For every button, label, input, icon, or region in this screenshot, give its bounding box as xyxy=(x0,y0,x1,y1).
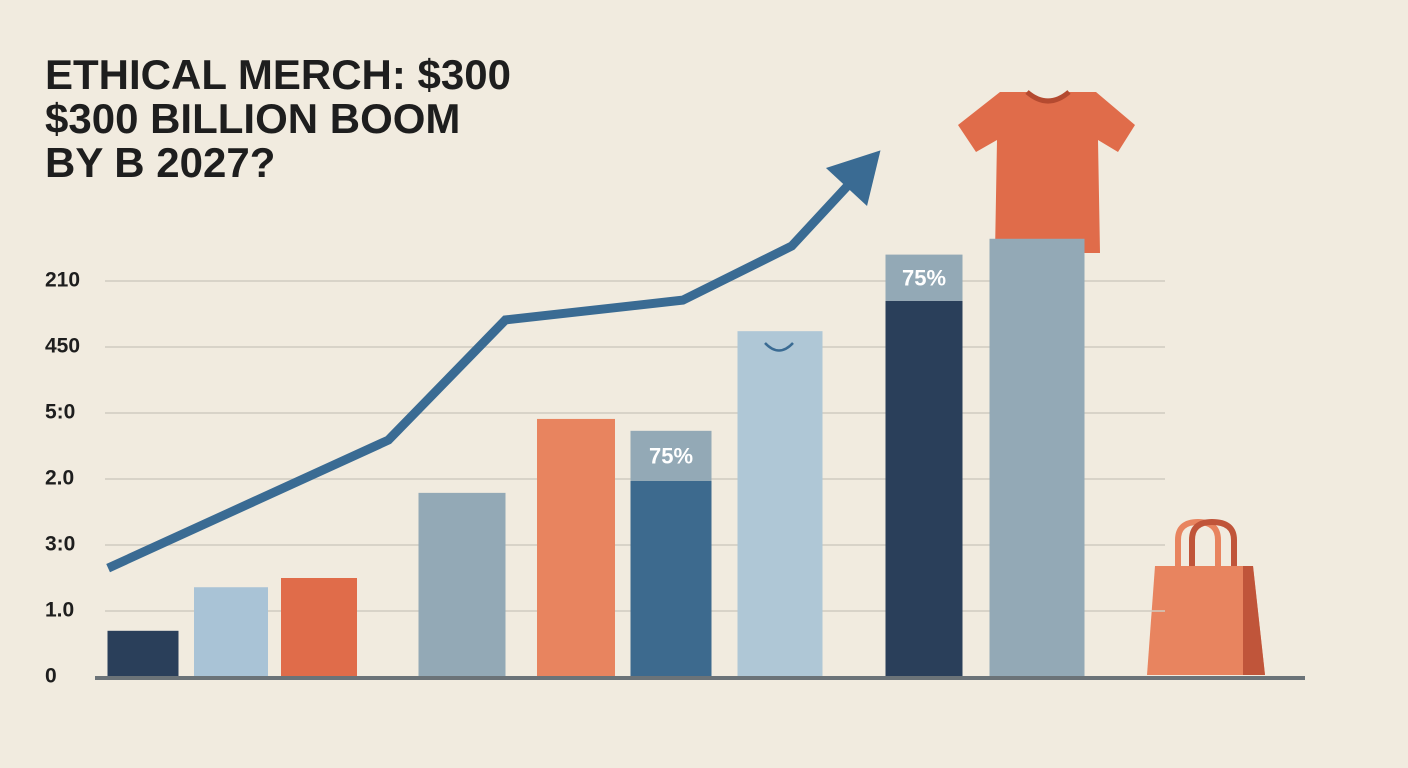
y-tick-label: 2.0 xyxy=(45,467,74,490)
y-tick-label: 5:0 xyxy=(45,401,75,424)
bar-segment xyxy=(885,254,963,301)
bar xyxy=(107,630,179,677)
segment-label: 75% xyxy=(902,266,946,291)
bar xyxy=(737,331,823,677)
segment-label: 75% xyxy=(649,444,693,469)
chart-title: $300 BILLION BOOM xyxy=(45,95,460,142)
trend-line xyxy=(106,169,864,573)
bar xyxy=(194,587,268,677)
chart-title: ETHICAL MERCH: $300 xyxy=(45,51,511,98)
y-tick-label: 1.0 xyxy=(45,599,74,622)
bar xyxy=(630,480,712,677)
bar xyxy=(418,492,506,677)
bar xyxy=(989,238,1085,677)
trend-arrowhead xyxy=(825,150,881,207)
y-tick-label: 0 xyxy=(45,665,57,688)
bar xyxy=(281,578,357,677)
bar xyxy=(537,418,615,677)
smile-icon xyxy=(764,342,794,352)
bar xyxy=(885,300,963,677)
y-tick-label: 210 xyxy=(45,269,80,292)
bag-icon xyxy=(1147,518,1265,675)
y-tick-label: 3:0 xyxy=(45,533,75,556)
bar-segment xyxy=(630,430,712,481)
y-tick-label: 450 xyxy=(45,335,80,358)
tshirt-icon xyxy=(958,90,1135,253)
chart-title: BY B 2027? xyxy=(45,139,275,186)
